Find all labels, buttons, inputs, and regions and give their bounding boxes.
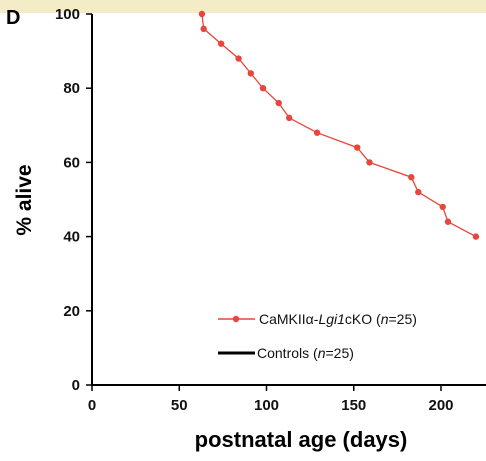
legend-control: Controls (n=25) (218, 345, 354, 361)
y-ticks: 0 20 40 60 80 100 (55, 6, 92, 394)
x-tick-label: 150 (341, 397, 366, 414)
series-ko (198, 10, 480, 240)
x-tick-label: 100 (254, 397, 279, 414)
series-ko-line (201, 13, 477, 238)
data-point (415, 188, 422, 196)
y-tick-label: 80 (63, 80, 80, 97)
data-point (354, 144, 361, 151)
data-point (366, 159, 373, 166)
x-axis-title: postnatal age (days) (195, 427, 408, 452)
data-point (444, 218, 452, 225)
x-tick-label: 0 (88, 397, 96, 414)
data-point (259, 85, 267, 92)
legend-ko-marker (232, 315, 240, 323)
x-tick-label: 200 (428, 397, 453, 414)
y-tick-label: 40 (63, 229, 80, 246)
data-point (200, 25, 207, 33)
y-tick-label: 20 (63, 303, 80, 320)
data-point (275, 99, 282, 107)
data-point (313, 129, 321, 136)
y-tick-label: 100 (55, 6, 80, 23)
y-axis-title: % alive (13, 164, 36, 235)
top-color-strip (0, 0, 486, 13)
legend: CaMKIIα-Lgi1cKO (n=25) Controls (n=25) (218, 311, 417, 361)
data-point (472, 233, 480, 240)
data-point (217, 40, 225, 47)
data-point (198, 10, 206, 18)
data-point (439, 203, 446, 211)
legend-ko-label: CaMKIIα-Lgi1cKO (n=25) (259, 311, 417, 327)
legend-control-label: Controls (n=25) (257, 345, 354, 361)
data-point (408, 174, 415, 181)
y-tick-label: 60 (63, 154, 80, 171)
legend-ko: CaMKIIα-Lgi1cKO (n=25) (218, 311, 417, 327)
data-point (235, 55, 242, 62)
panel-label: D (6, 7, 20, 29)
x-ticks: 0 50 100 150 200 (88, 385, 454, 414)
data-point (285, 114, 293, 122)
y-tick-label: 0 (72, 377, 80, 394)
x-tick-label: 50 (171, 397, 188, 414)
data-point (247, 70, 254, 77)
